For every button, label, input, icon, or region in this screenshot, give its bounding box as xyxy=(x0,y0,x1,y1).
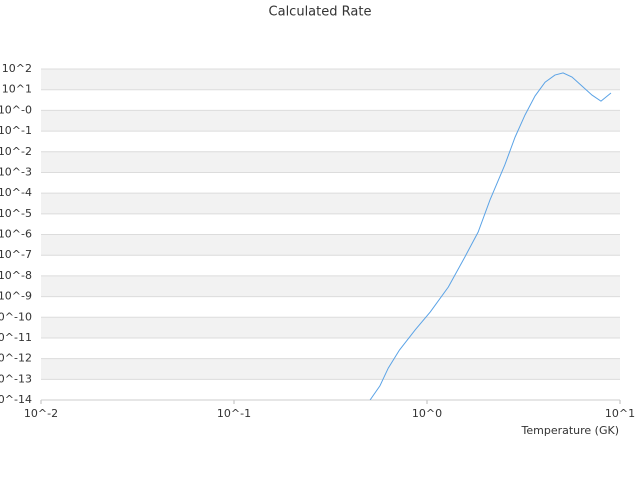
chart-title: Calculated Rate xyxy=(269,5,372,20)
grid-band xyxy=(41,379,620,400)
grid-band xyxy=(41,337,620,359)
grid-band xyxy=(41,358,620,380)
grid-band xyxy=(41,172,620,194)
y-tick-label: 10^-6 xyxy=(0,228,32,241)
y-tick-label: 10^1 xyxy=(2,83,32,96)
x-tick-label: 10^0 xyxy=(412,407,442,420)
grid-band xyxy=(41,69,620,90)
y-tick-label: 10^-0 xyxy=(0,103,32,116)
grid-band xyxy=(41,131,620,152)
grid-band xyxy=(41,255,620,276)
grid-band xyxy=(41,110,620,132)
y-tick-label: 10^-5 xyxy=(0,207,32,220)
y-tick-label: 10^-8 xyxy=(0,269,32,282)
y-tick-label: 10^-4 xyxy=(0,186,32,199)
grid-band xyxy=(41,151,620,173)
y-tick-label: 10^-13 xyxy=(0,372,32,385)
grid-band xyxy=(41,275,620,297)
y-tick-label: 10^-2 xyxy=(0,145,32,158)
grid-band xyxy=(41,213,620,235)
x-axis-label: Temperature (GK) xyxy=(521,424,620,437)
grid-band xyxy=(41,234,620,256)
y-tick-label: 10^-10 xyxy=(0,310,32,323)
grid-band xyxy=(41,296,620,318)
grid xyxy=(41,68,620,401)
y-tick-label: 10^-9 xyxy=(0,290,32,303)
y-tick-label: 10^-7 xyxy=(0,248,32,261)
y-tick-label: 10^2 xyxy=(2,62,32,75)
x-tick-label: 10^-1 xyxy=(217,407,251,420)
y-tick-label: 10^-11 xyxy=(0,331,32,344)
y-tick-label: 10^-1 xyxy=(0,124,32,137)
y-tick-label: 10^-14 xyxy=(0,393,32,406)
x-tick-label: 10^1 xyxy=(605,407,635,420)
grid-band xyxy=(41,317,620,338)
grid-band xyxy=(41,89,620,111)
x-tick-label: 10^-2 xyxy=(24,407,58,420)
grid-band xyxy=(41,193,620,214)
data-line xyxy=(369,72,612,400)
y-tick-label: 10^-12 xyxy=(0,352,32,365)
y-tick-label: 10^-3 xyxy=(0,165,32,178)
